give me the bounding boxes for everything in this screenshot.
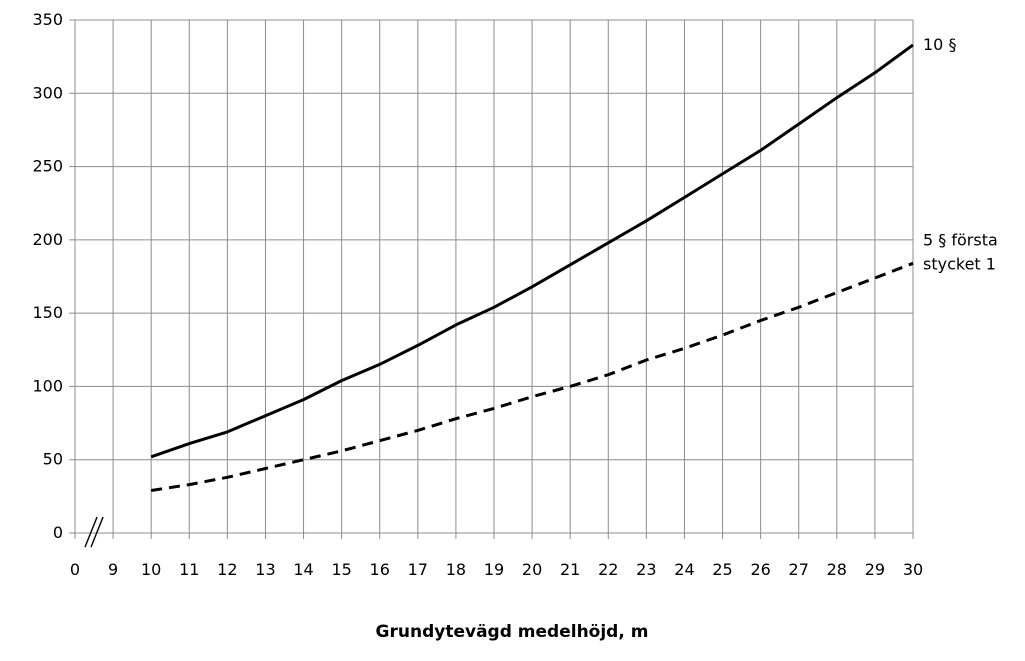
axis-break-line bbox=[84, 516, 98, 548]
x-tick-label: 9 bbox=[108, 560, 118, 579]
x-tick-label: 22 bbox=[598, 560, 618, 579]
x-tick-label: 30 bbox=[903, 560, 923, 579]
x-tick-label: 13 bbox=[255, 560, 275, 579]
axes bbox=[69, 19, 914, 548]
series-labels: 10 § 5 § första stycket 1 bbox=[923, 35, 998, 273]
x-tick-label: 24 bbox=[674, 560, 694, 579]
tick-labels: 0 50 100 150 200 250 300 350 0 9 10 11 12 13 14 15 16 17 1… bbox=[32, 10, 923, 579]
y-tick-label: 100 bbox=[32, 376, 63, 395]
x-tick-label: 26 bbox=[750, 560, 770, 579]
x-tick-label: 16 bbox=[370, 560, 390, 579]
x-axis-title: Grundytevägd medelhöjd, m bbox=[376, 622, 649, 642]
grid-lines bbox=[75, 19, 914, 533]
x-tick-label: 12 bbox=[217, 560, 237, 579]
y-tick-label: 50 bbox=[43, 450, 63, 469]
x-tick-label: 17 bbox=[408, 560, 428, 579]
x-tick-label: 25 bbox=[712, 560, 732, 579]
x-tick-label: 14 bbox=[293, 560, 313, 579]
y-tick-label: 300 bbox=[32, 83, 63, 102]
x-tick-label: 23 bbox=[636, 560, 656, 579]
x-tick-label: 27 bbox=[789, 560, 809, 579]
x-tick-label: 21 bbox=[560, 560, 580, 579]
series-line-dashed bbox=[150, 261, 914, 492]
x-tick-label: 19 bbox=[484, 560, 504, 579]
x-tick-label: 15 bbox=[331, 560, 351, 579]
x-tick-label: 11 bbox=[179, 560, 199, 579]
x-tick-label: 0 bbox=[70, 560, 80, 579]
x-tick-label: 28 bbox=[827, 560, 847, 579]
series-label: 10 § bbox=[923, 35, 956, 54]
x-tick-label: 20 bbox=[522, 560, 542, 579]
x-tick-label: 10 bbox=[141, 560, 161, 579]
series-lines bbox=[150, 43, 914, 492]
y-tick-label: 150 bbox=[32, 303, 63, 322]
axis-break-line bbox=[90, 516, 104, 548]
x-tick-label: 29 bbox=[865, 560, 885, 579]
x-tick-label: 18 bbox=[446, 560, 466, 579]
y-tick-label: 0 bbox=[53, 523, 63, 542]
y-tick-label: 350 bbox=[32, 10, 63, 29]
y-tick-label: 200 bbox=[32, 230, 63, 249]
y-tick-label: 250 bbox=[32, 157, 63, 176]
series-label: 5 § första bbox=[923, 230, 998, 249]
series-label: stycket 1 bbox=[923, 254, 996, 273]
